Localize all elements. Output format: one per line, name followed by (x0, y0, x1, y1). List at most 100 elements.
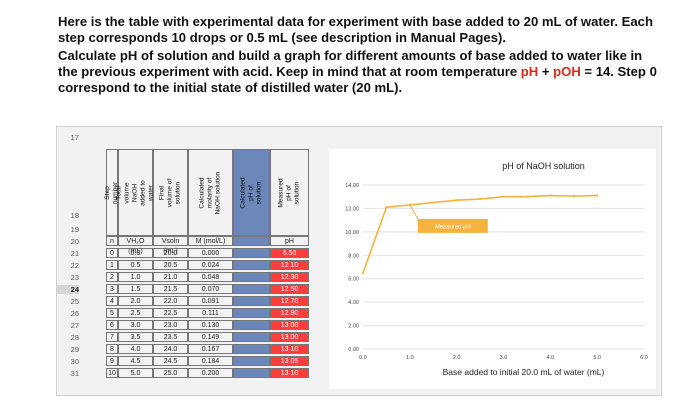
table-cell[interactable]: 0.000 (188, 248, 233, 258)
row-header[interactable]: 24 (57, 285, 79, 294)
plus-sign: + (538, 64, 554, 79)
table-cell[interactable]: 6 (106, 320, 118, 330)
measured-ph-cell[interactable]: 13.00 (270, 332, 309, 342)
table-cell[interactable]: 9 (106, 356, 118, 366)
table-cell[interactable]: 0.149 (188, 332, 233, 342)
row-header[interactable]: 29 (70, 345, 79, 354)
measured-ph-cell[interactable]: 6.50 (270, 248, 309, 258)
table-cell[interactable] (233, 356, 270, 366)
table-cell[interactable]: 1.0 (118, 272, 153, 282)
measured-ph-line (362, 194, 598, 274)
table-cell[interactable]: 0.091 (188, 296, 233, 306)
unit-cell[interactable]: M (mol/L) (188, 236, 233, 246)
measured-ph-cell[interactable]: 13.05 (270, 356, 309, 366)
row-header[interactable]: 18 (70, 211, 79, 220)
unit-cell[interactable]: pH (270, 236, 309, 246)
column-header-label: Total volume NaOH added to water (115, 179, 155, 206)
table-cell[interactable]: 2.0 (118, 296, 153, 306)
table-cell[interactable]: 2.5 (118, 308, 153, 318)
row-header[interactable]: 19 (70, 225, 79, 234)
table-cell[interactable]: 0.167 (188, 344, 233, 354)
y-tick-label: 6.00 (348, 277, 359, 283)
table-cell[interactable]: 4 (106, 296, 118, 306)
table-cell[interactable]: 4.0 (118, 344, 153, 354)
table-cell[interactable]: 0.130 (188, 320, 233, 330)
instructions-line-2: Calculate pH of solution and build a gra… (58, 48, 658, 96)
table-cell[interactable]: 0.0 (118, 248, 153, 258)
row-header[interactable]: 27 (70, 321, 79, 330)
measured-ph-cell[interactable]: 13.00 (270, 320, 309, 330)
unit-cell[interactable]: VH₂O (mL) (118, 236, 153, 255)
table-cell[interactable]: 0 (106, 248, 118, 258)
unit-cell[interactable]: Vsoln (mL) (153, 236, 188, 255)
row-header[interactable]: 30 (70, 357, 79, 366)
table-cell[interactable]: 20.5 (153, 260, 188, 270)
data-point (595, 194, 599, 197)
table-cell[interactable]: 4.5 (118, 356, 153, 366)
table-cell[interactable]: 5.0 (118, 368, 153, 378)
table-cell[interactable]: 5 (106, 308, 118, 318)
row-header[interactable]: 17 (70, 133, 79, 142)
table-cell[interactable]: 1.5 (118, 284, 153, 294)
row-header[interactable]: 20 (70, 237, 79, 246)
y-tick-label: 4.00 (348, 300, 359, 306)
table-cell[interactable]: 3.0 (118, 320, 153, 330)
row-header[interactable]: 25 (70, 297, 79, 306)
table-cell[interactable] (233, 296, 270, 306)
data-point (432, 201, 435, 204)
table-cell[interactable]: 0.111 (188, 308, 233, 318)
table-cell[interactable] (233, 272, 270, 282)
measured-ph-cell[interactable]: 12.30 (270, 272, 309, 282)
table-cell[interactable]: 0.5 (118, 260, 153, 270)
table-cell[interactable]: 21.0 (153, 272, 188, 282)
table-cell[interactable] (233, 308, 270, 318)
table-cell[interactable]: 0.200 (188, 368, 233, 378)
table-cell[interactable] (233, 260, 270, 270)
measured-ph-cell[interactable]: 13.10 (270, 368, 309, 378)
measured-ph-cell[interactable]: 12.10 (270, 260, 309, 270)
unit-cell[interactable]: n (106, 236, 118, 246)
table-cell[interactable]: 22.0 (153, 296, 188, 306)
table-cell[interactable] (233, 284, 270, 294)
table-cell[interactable]: 7 (106, 332, 118, 342)
row-header[interactable]: 31 (70, 369, 79, 378)
table-cell[interactable]: 23.0 (153, 320, 188, 330)
table-cell[interactable]: 24.5 (153, 356, 188, 366)
table-cell[interactable] (233, 332, 270, 342)
table-cell[interactable]: 21.5 (153, 284, 188, 294)
table-cell[interactable]: 24.0 (153, 344, 188, 354)
x-axis-label: Base added to initial 20.0 mL of water (… (443, 367, 605, 377)
table-cell[interactable] (233, 344, 270, 354)
row-header[interactable]: 21 (70, 249, 79, 258)
unit-cell[interactable] (233, 236, 270, 246)
table-cell[interactable] (233, 368, 270, 378)
measured-ph-cell[interactable]: 12.80 (270, 308, 309, 318)
table-cell[interactable]: 8 (106, 344, 118, 354)
measured-ph-cell[interactable]: 13.10 (270, 344, 309, 354)
table-cell[interactable] (233, 320, 270, 330)
y-tick-label: 14.00 (345, 183, 359, 189)
table-cell[interactable]: 0.024 (188, 260, 233, 270)
table-cell[interactable]: 23.5 (153, 332, 188, 342)
table-cell[interactable]: 25.0 (153, 368, 188, 378)
table-cell[interactable]: 2 (106, 272, 118, 282)
instructions-line-1: Here is the table with experimental data… (58, 14, 653, 45)
row-header[interactable]: 28 (70, 333, 79, 342)
measured-ph-cell[interactable]: 12.50 (270, 284, 309, 294)
row-header[interactable]: 26 (70, 309, 79, 318)
row-header[interactable]: 23 (70, 273, 79, 282)
measured-ph-cell[interactable]: 12.70 (270, 296, 309, 306)
table-cell[interactable] (233, 248, 270, 258)
y-tick-label: 8.00 (348, 253, 359, 259)
table-cell[interactable]: 20.0 (153, 248, 188, 258)
row-header[interactable]: 22 (70, 261, 79, 270)
table-cell[interactable]: 3.5 (118, 332, 153, 342)
table-cell[interactable]: 3 (106, 284, 118, 294)
column-header: Total volume NaOH added to water (115, 149, 155, 236)
table-cell[interactable]: 0.048 (188, 272, 233, 282)
table-cell[interactable]: 10 (106, 368, 118, 378)
table-cell[interactable]: 0.184 (188, 356, 233, 366)
table-cell[interactable]: 1 (106, 260, 118, 270)
table-cell[interactable]: 0.070 (188, 284, 233, 294)
table-cell[interactable]: 22.5 (153, 308, 188, 318)
